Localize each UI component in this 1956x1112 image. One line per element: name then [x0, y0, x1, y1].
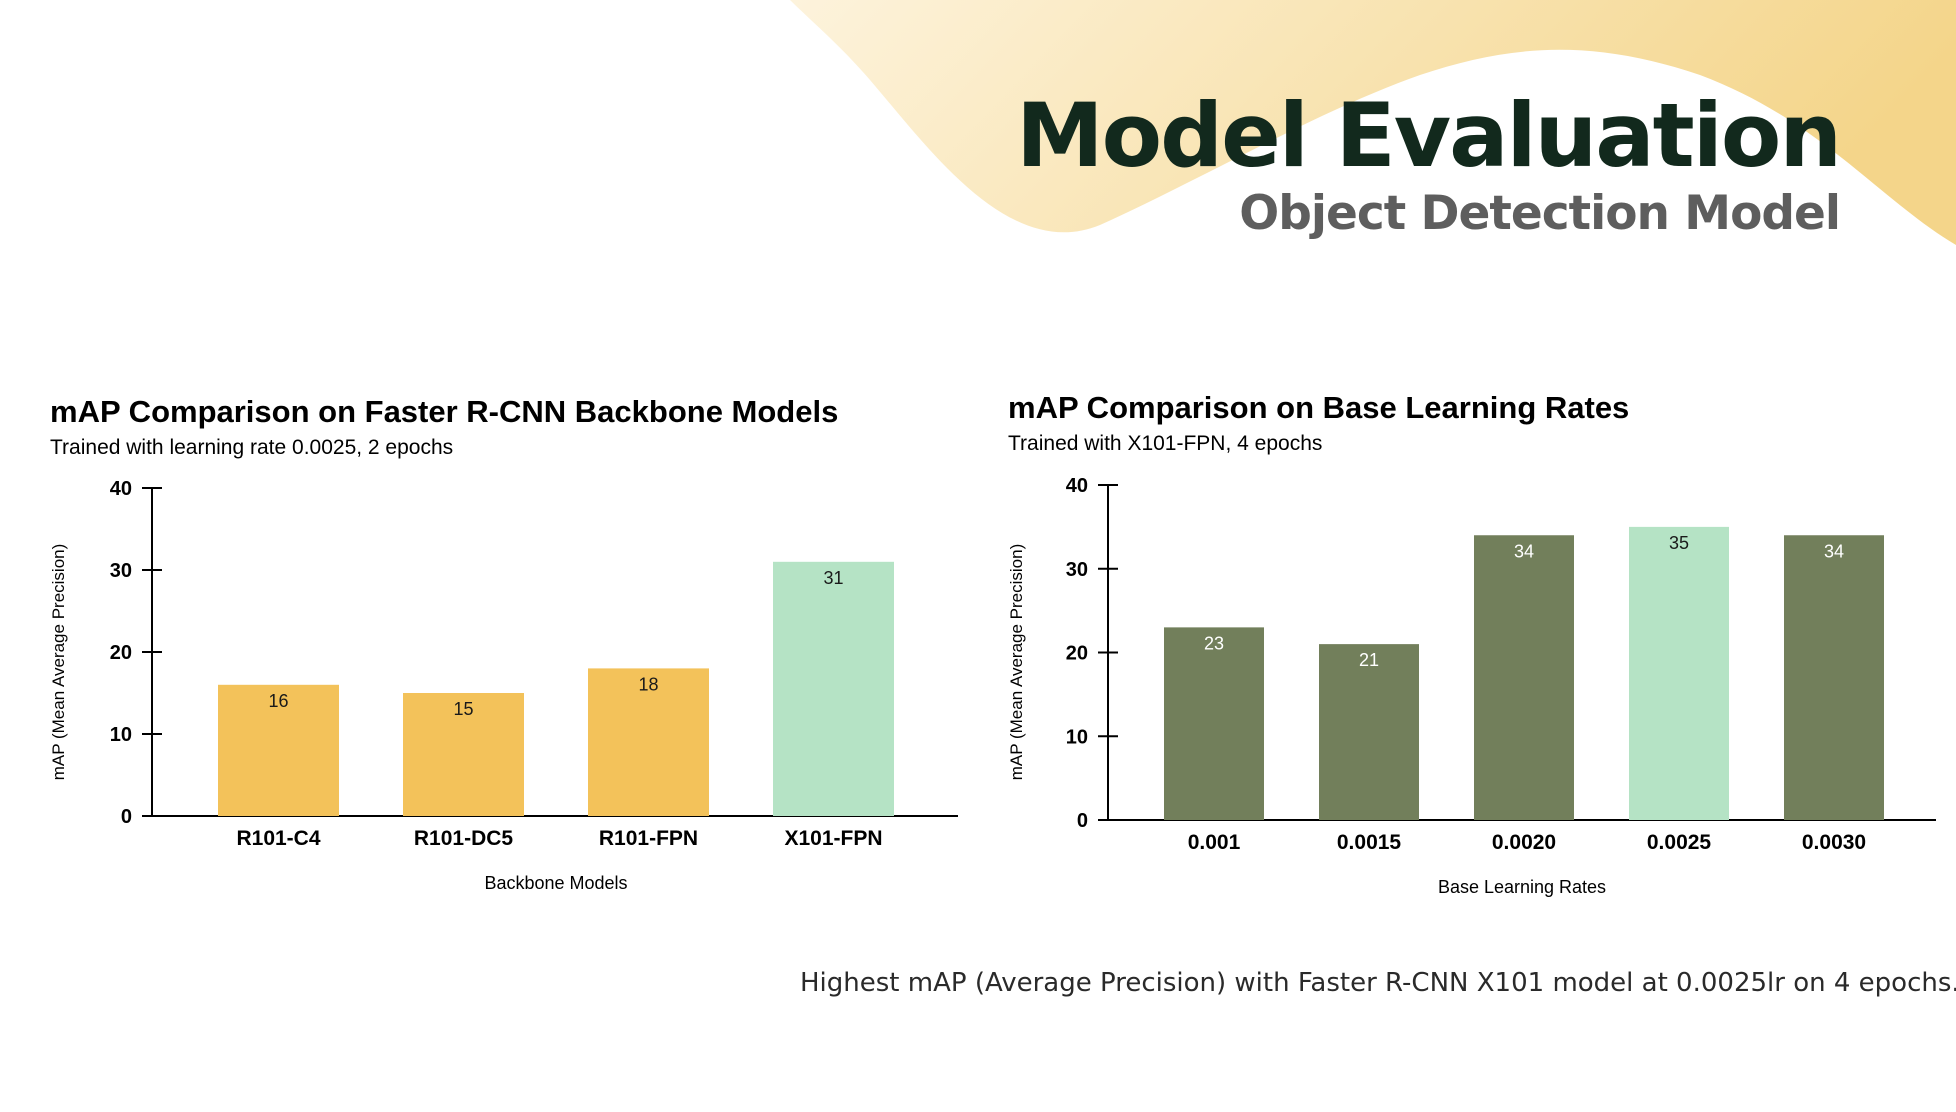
x-tick-label: 0.001 — [1188, 831, 1241, 854]
chart-1-subtitle: Trained with learning rate 0.0025, 2 epo… — [50, 436, 454, 459]
chart-2-subtitle: Trained with X101-FPN, 4 epochs — [1008, 432, 1323, 455]
y-tick-label: 40 — [1066, 475, 1088, 497]
bar — [588, 668, 709, 816]
y-tick-label: 0 — [121, 806, 132, 828]
data-label: 18 — [638, 674, 658, 694]
data-label: 34 — [1824, 541, 1844, 561]
y-axis-title: mAP (Mean Average Precision) — [1007, 544, 1026, 781]
data-label: 31 — [823, 568, 843, 588]
x-axis-title: Base Learning Rates — [1438, 877, 1606, 897]
y-axis-title: mAP (Mean Average Precision) — [49, 544, 68, 781]
y-tick-label: 10 — [1066, 726, 1088, 748]
y-tick-label: 20 — [1066, 643, 1088, 665]
data-label: 23 — [1204, 633, 1224, 653]
bar — [1474, 535, 1574, 820]
y-tick-label: 20 — [110, 642, 132, 664]
bar — [1319, 644, 1419, 820]
x-tick-label: 0.0030 — [1802, 831, 1866, 854]
data-label: 34 — [1514, 541, 1534, 561]
x-tick-label: X101-FPN — [784, 827, 882, 850]
x-tick-label: R101-DC5 — [414, 827, 514, 850]
data-label: 15 — [453, 699, 473, 719]
bar — [1164, 627, 1264, 820]
y-tick-label: 0 — [1077, 810, 1088, 832]
bar — [773, 561, 894, 816]
data-label: 21 — [1359, 650, 1379, 670]
data-label: 16 — [268, 691, 288, 711]
x-tick-label: R101-FPN — [599, 827, 698, 850]
y-tick-label: 10 — [110, 724, 132, 746]
bar — [218, 684, 339, 816]
chart-1-title: mAP Comparison on Faster R-CNN Backbone … — [50, 394, 839, 429]
page-title: Model Evaluation — [1016, 84, 1842, 187]
x-tick-label: 0.0020 — [1492, 831, 1556, 854]
data-label: 35 — [1669, 533, 1689, 553]
x-axis-title: Backbone Models — [484, 873, 627, 893]
chart-2-title: mAP Comparison on Base Learning Rates — [1008, 390, 1630, 425]
bar — [1784, 535, 1884, 820]
x-tick-label: 0.0015 — [1337, 831, 1402, 854]
summary-caption: Highest mAP (Average Precision) with Fas… — [800, 968, 1956, 998]
page-subtitle: Object Detection Model — [1239, 186, 1841, 241]
y-tick-label: 30 — [1066, 559, 1088, 581]
y-tick-label: 30 — [110, 560, 132, 582]
bar — [403, 693, 524, 816]
x-tick-label: R101-C4 — [236, 827, 320, 850]
x-tick-label: 0.0025 — [1647, 831, 1712, 854]
y-tick-label: 40 — [110, 478, 132, 500]
bar — [1629, 526, 1729, 820]
